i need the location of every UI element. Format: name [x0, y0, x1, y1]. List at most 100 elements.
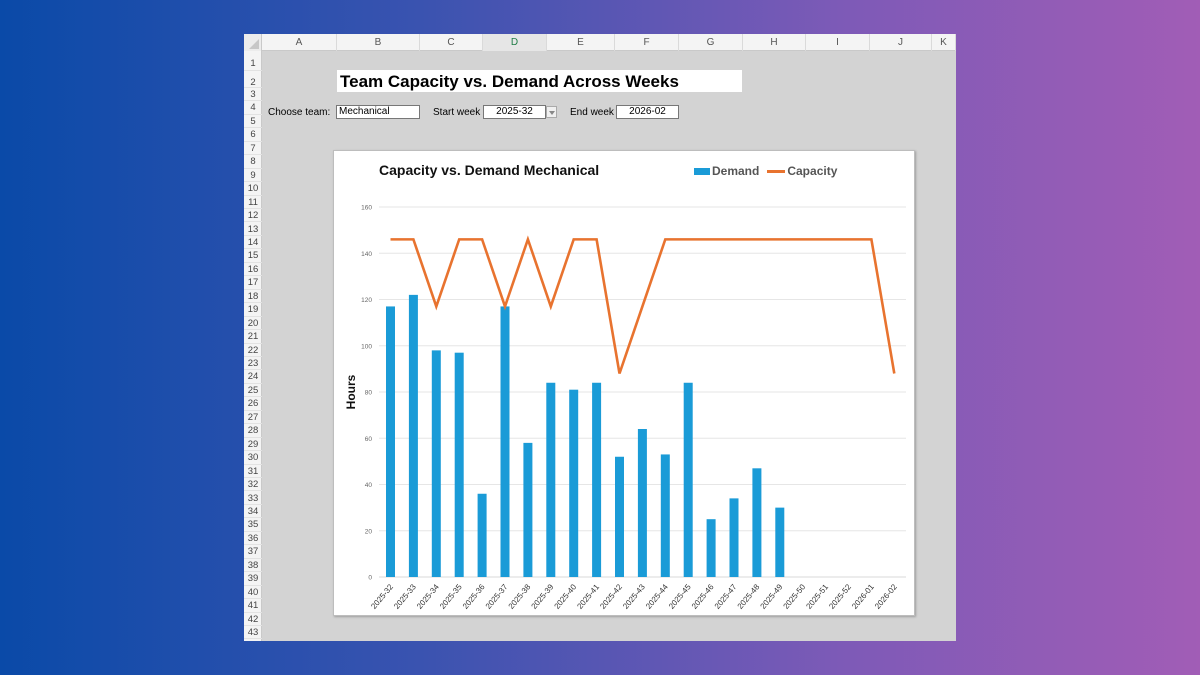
row-header-2[interactable]: 2	[244, 71, 262, 88]
demand-bar	[637, 429, 647, 577]
row-header-41[interactable]: 41	[244, 599, 262, 613]
demand-bar	[615, 456, 624, 577]
demand-bar	[386, 306, 395, 577]
row-header-29[interactable]: 29	[244, 438, 262, 452]
row-header-20[interactable]: 20	[244, 317, 262, 331]
x-tick-label: 2025-51	[804, 582, 830, 611]
row-header-21[interactable]: 21	[244, 330, 262, 344]
chevron-down-icon[interactable]	[546, 106, 557, 118]
column-header-e[interactable]: E	[547, 34, 615, 51]
column-header-k[interactable]: K	[932, 34, 956, 51]
demand-bar	[660, 454, 670, 577]
row-header-28[interactable]: 28	[244, 424, 262, 438]
start-week-label: Start week	[433, 107, 481, 118]
row-header-16[interactable]: 16	[244, 263, 262, 277]
demand-bar	[729, 498, 739, 577]
row-header-40[interactable]: 40	[244, 586, 262, 600]
demand-bar	[500, 306, 510, 577]
y-tick-label: 0	[368, 575, 372, 582]
end-week-input[interactable]: 2026-02	[616, 105, 679, 119]
row-header-33[interactable]: 33	[244, 492, 262, 505]
row-header-22[interactable]: 22	[244, 344, 262, 357]
column-header-b[interactable]: B	[337, 34, 420, 51]
team-label: Choose team:	[268, 107, 331, 118]
row-header-25[interactable]: 25	[244, 384, 262, 398]
row-header-5[interactable]: 5	[244, 115, 262, 129]
sheet-title: Team Capacity vs. Demand Across Weeks	[337, 70, 742, 92]
row-header-13[interactable]: 13	[244, 223, 262, 236]
x-tick-label: 2025-45	[667, 582, 693, 611]
row-header-36[interactable]: 36	[244, 532, 262, 546]
x-tick-label: 2025-49	[759, 582, 785, 611]
x-tick-label: 2025-46	[690, 582, 716, 611]
x-tick-label: 2025-43	[621, 582, 647, 611]
column-header-a[interactable]: A	[262, 34, 337, 51]
row-header-17[interactable]: 17	[244, 276, 262, 290]
x-tick-label: 2026-01	[850, 582, 876, 611]
y-tick-label: 80	[365, 390, 373, 397]
row-header-19[interactable]: 19	[244, 303, 262, 317]
demand-bar	[752, 468, 762, 577]
row-header-3[interactable]: 3	[244, 88, 262, 102]
x-tick-label: 2025-33	[392, 582, 418, 611]
legend-demand-label: Demand	[712, 164, 760, 178]
row-header-14[interactable]: 14	[244, 236, 262, 250]
column-header-h[interactable]: H	[743, 34, 806, 51]
demand-bar	[775, 507, 785, 577]
y-axis-label: Hours	[344, 374, 358, 409]
row-header-38[interactable]: 38	[244, 559, 262, 573]
demand-bar	[683, 382, 693, 577]
column-header-i[interactable]: I	[806, 34, 870, 51]
row-header-37[interactable]: 37	[244, 545, 262, 559]
column-header-f[interactable]: F	[615, 34, 679, 51]
end-week-label: End week	[570, 107, 614, 118]
team-input[interactable]: Mechanical	[336, 105, 420, 119]
row-header-6[interactable]: 6	[244, 128, 262, 142]
row-header-43[interactable]: 43	[244, 626, 262, 640]
y-tick-label: 60	[365, 436, 373, 443]
row-header-26[interactable]: 26	[244, 397, 262, 411]
row-header-39[interactable]: 39	[244, 572, 262, 586]
row-header-27[interactable]: 27	[244, 411, 262, 425]
row-header-12[interactable]: 12	[244, 209, 262, 223]
row-header-35[interactable]: 35	[244, 518, 262, 532]
row-header-11[interactable]: 11	[244, 196, 262, 210]
legend-capacity-swatch	[767, 169, 786, 173]
row-header-15[interactable]: 15	[244, 249, 262, 263]
row-header-34[interactable]: 34	[244, 505, 262, 519]
x-tick-label: 2025-48	[736, 582, 762, 611]
y-tick-label: 40	[365, 482, 373, 489]
demand-bar	[592, 382, 602, 577]
row-header-32[interactable]: 32	[244, 478, 262, 492]
row-header-31[interactable]: 31	[244, 465, 262, 479]
row-header-1[interactable]: 1	[244, 51, 262, 71]
row-header-bar: 1 2 3 4 5 6 7 8 9 10 11 12 13 14 15 16 17 18 19 20 21 22 23 24 2…	[244, 51, 262, 641]
row-header-42[interactable]: 42	[244, 613, 262, 626]
legend-capacity-label: Capacity	[787, 164, 838, 178]
demand-bar	[408, 294, 418, 577]
column-header-c[interactable]: C	[420, 34, 483, 51]
row-header-9[interactable]: 9	[244, 169, 262, 183]
select-all-corner[interactable]	[244, 34, 262, 51]
column-header-j[interactable]: J	[870, 34, 932, 51]
chart-container[interactable]: Capacity vs. Demand Mechanical Demand Ca…	[333, 150, 915, 616]
chart-plot: 0 20 40 60 80 100 120 140 160 Hours 2025-322025-33…	[344, 205, 906, 611]
row-header-24[interactable]: 24	[244, 370, 262, 384]
row-header-10[interactable]: 10	[244, 182, 262, 196]
y-tick-label: 20	[365, 528, 373, 535]
chart-title: Capacity vs. Demand Mechanical	[379, 162, 600, 178]
chart-legend: Demand Capacity	[694, 164, 837, 178]
row-header-7[interactable]: 7	[244, 142, 262, 156]
column-header-d[interactable]: D	[483, 34, 547, 51]
demand-bar	[546, 382, 556, 577]
column-header-g[interactable]: G	[679, 34, 743, 51]
row-header-18[interactable]: 18	[244, 290, 262, 304]
start-week-select[interactable]: 2025-32	[483, 105, 546, 119]
row-header-4[interactable]: 4	[244, 101, 262, 115]
row-header-8[interactable]: 8	[244, 155, 262, 169]
row-header-23[interactable]: 23	[244, 357, 262, 371]
row-header-30[interactable]: 30	[244, 451, 262, 465]
demand-bar	[477, 493, 487, 577]
